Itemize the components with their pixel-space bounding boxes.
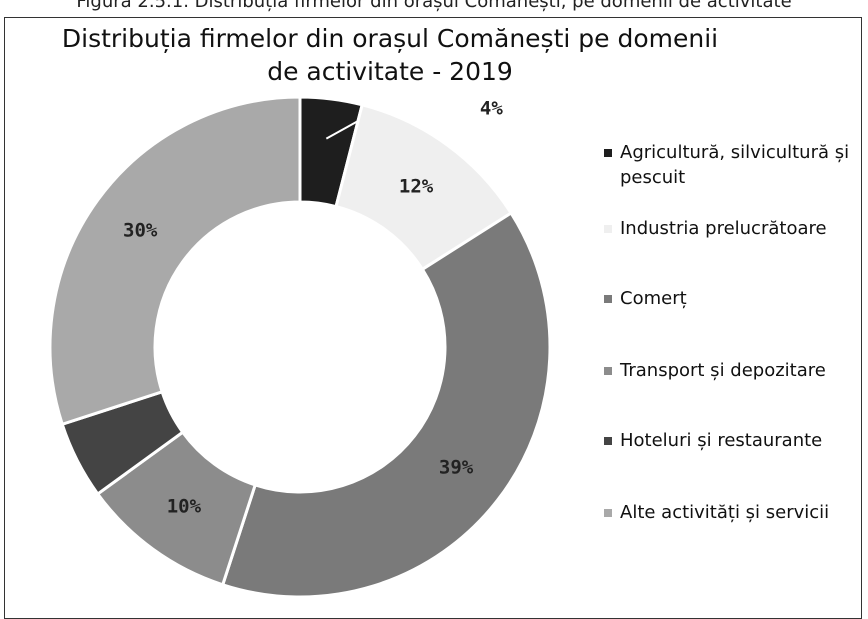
legend-swatch bbox=[604, 295, 612, 303]
legend-label: Comerț bbox=[620, 288, 687, 309]
legend-item: Agricultură, silvicultură și pescuit bbox=[604, 140, 868, 190]
legend-item: Comerț bbox=[604, 286, 868, 311]
data-label: 12% bbox=[399, 176, 434, 198]
chart-title: Distribuția firmelor din orașul Comăneșt… bbox=[61, 24, 719, 86]
data-label: 39% bbox=[439, 457, 474, 479]
legend-swatch bbox=[604, 367, 612, 375]
donut-slice bbox=[48, 95, 302, 427]
legend-item: Industria prelucrătoare bbox=[604, 216, 868, 241]
legend-item: Transport și depozitare bbox=[604, 358, 868, 383]
legend-label: Agricultură, silvicultură și pescuit bbox=[620, 142, 850, 188]
data-label: 10% bbox=[167, 495, 202, 517]
legend-label: Alte activități și servicii bbox=[620, 502, 830, 523]
legend-label: Hoteluri și restaurante bbox=[620, 430, 823, 451]
legend-label: Industria prelucrătoare bbox=[620, 218, 827, 239]
donut-slice bbox=[220, 210, 552, 599]
data-label: 4% bbox=[480, 97, 503, 119]
legend-swatch bbox=[604, 509, 612, 517]
legend-swatch bbox=[604, 149, 612, 157]
legend-item: Alte activități și servicii bbox=[604, 500, 868, 525]
legend-swatch bbox=[604, 225, 612, 233]
legend-label: Transport și depozitare bbox=[620, 360, 826, 381]
legend-item: Hoteluri și restaurante bbox=[604, 428, 868, 453]
caption: Figura 2.5.1. Distribuția firmelor din o… bbox=[76, 0, 792, 12]
data-label: 30% bbox=[123, 219, 158, 241]
legend-swatch bbox=[604, 437, 612, 445]
